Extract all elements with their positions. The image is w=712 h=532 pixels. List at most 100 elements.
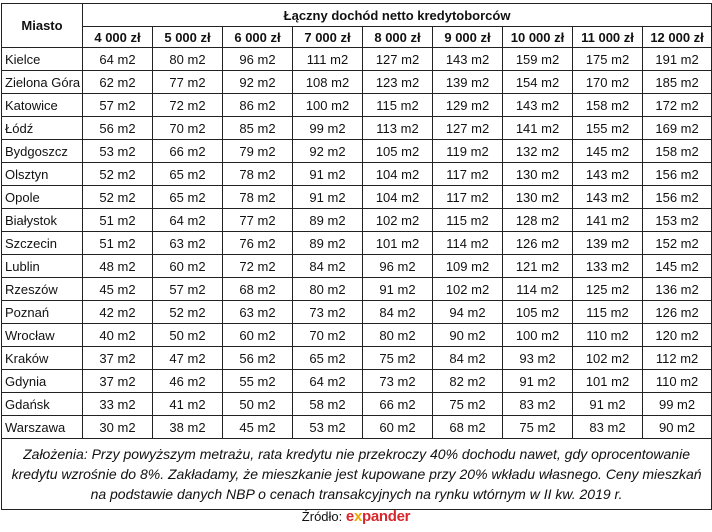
area-cell: 57 m2 [152,277,223,301]
area-cell: 84 m2 [362,300,433,324]
area-cell: 99 m2 [292,116,363,140]
table-row: Lublin 48 m2 60 m2 72 m2 84 m2 96 m2 109 m2 121… [1,254,712,278]
table-row: Olsztyn 52 m2 65 m2 78 m2 91 m2 104 m2 117 m2 1… [1,162,712,186]
city-cell: Poznań [1,300,83,324]
area-cell: 111 m2 [292,47,363,71]
area-cell: 76 m2 [222,231,293,255]
area-cell: 63 m2 [152,231,223,255]
area-cell: 175 m2 [572,47,643,71]
area-cell: 112 m2 [641,346,712,370]
table-row: Poznań 42 m2 52 m2 63 m2 73 m2 84 m2 94 m2 105 … [1,300,712,324]
area-cell: 50 m2 [222,392,293,416]
area-cell: 60 m2 [222,323,293,347]
area-cell: 83 m2 [502,392,573,416]
income-column-header: 7 000 zł [292,26,363,48]
area-cell: 93 m2 [502,346,573,370]
area-cell: 89 m2 [292,231,363,255]
area-cell: 154 m2 [502,70,573,94]
area-cell: 125 m2 [572,277,643,301]
area-cell: 53 m2 [82,139,153,163]
area-cell: 102 m2 [362,208,433,232]
city-cell: Gdynia [1,369,83,393]
area-cell: 110 m2 [572,323,643,347]
area-cell: 80 m2 [362,323,433,347]
area-cell: 68 m2 [222,277,293,301]
income-column-header: 6 000 zł [222,26,293,48]
table-row: Opole 52 m2 65 m2 78 m2 91 m2 104 m2 117 m2 130… [1,185,712,209]
area-cell: 158 m2 [572,93,643,117]
area-cell: 133 m2 [572,254,643,278]
area-cell: 96 m2 [362,254,433,278]
area-cell: 82 m2 [432,369,503,393]
area-cell: 101 m2 [362,231,433,255]
city-cell: Szczecin [1,231,83,255]
area-cell: 91 m2 [502,369,573,393]
area-cell: 136 m2 [641,277,712,301]
area-cell: 51 m2 [82,208,153,232]
area-cell: 33 m2 [82,392,153,416]
area-cell: 126 m2 [641,300,712,324]
area-cell: 123 m2 [362,70,433,94]
area-cell: 52 m2 [82,162,153,186]
area-cell: 104 m2 [362,185,433,209]
income-column-header: 10 000 zł [502,26,573,48]
area-cell: 68 m2 [432,415,503,439]
income-column-header: 11 000 zł [572,26,643,48]
area-cell: 121 m2 [502,254,573,278]
area-cell: 48 m2 [82,254,153,278]
area-cell: 105 m2 [502,300,573,324]
area-cell: 130 m2 [502,185,573,209]
table-row: Wrocław 40 m2 50 m2 60 m2 70 m2 80 m2 90 m2 100… [1,323,712,347]
area-cell: 91 m2 [362,277,433,301]
area-cell: 119 m2 [432,139,503,163]
area-cell: 86 m2 [222,93,293,117]
area-cell: 80 m2 [152,47,223,71]
area-cell: 72 m2 [222,254,293,278]
area-cell: 55 m2 [222,369,293,393]
area-cell: 109 m2 [432,254,503,278]
area-cell: 113 m2 [362,116,433,140]
area-cell: 47 m2 [152,346,223,370]
area-cell: 42 m2 [82,300,153,324]
area-cell: 132 m2 [502,139,573,163]
area-cell: 143 m2 [572,162,643,186]
area-cell: 77 m2 [222,208,293,232]
table-row: Gdynia 37 m2 46 m2 55 m2 64 m2 73 m2 82 m2 91 m… [1,369,712,393]
area-cell: 73 m2 [292,300,363,324]
area-cell: 91 m2 [292,162,363,186]
table-row: Katowice 57 m2 72 m2 86 m2 100 m2 115 m2 129 m… [1,93,712,117]
income-column-header: 4 000 zł [82,26,153,48]
area-cell: 120 m2 [641,323,712,347]
area-cell: 45 m2 [82,277,153,301]
area-cell: 65 m2 [152,185,223,209]
table-row: Rzeszów 45 m2 57 m2 68 m2 80 m2 91 m2 102 m2 11… [1,277,712,301]
city-column-header: Miasto [1,3,83,48]
area-cell: 127 m2 [362,47,433,71]
area-cell: 143 m2 [572,185,643,209]
area-cell: 127 m2 [432,116,503,140]
table-row: Warszawa 30 m2 38 m2 45 m2 53 m2 60 m2 68 m2 75… [1,415,712,439]
area-cell: 101 m2 [572,369,643,393]
area-cell: 89 m2 [292,208,363,232]
source-label: Źródło: [301,509,343,524]
area-cell: 102 m2 [572,346,643,370]
area-cell: 128 m2 [502,208,573,232]
area-cell: 56 m2 [82,116,153,140]
source-line: Źródło: expander [0,508,712,525]
city-cell: Warszawa [1,415,83,439]
assumptions-note: Założenia: Przy powyższym metrażu, rata … [0,438,712,510]
area-cell: 37 m2 [82,369,153,393]
area-cell: 94 m2 [432,300,503,324]
area-cell: 141 m2 [572,208,643,232]
area-cell: 75 m2 [362,346,433,370]
area-cell: 92 m2 [222,70,293,94]
area-cell: 38 m2 [152,415,223,439]
income-column-header: 9 000 zł [432,26,503,48]
area-cell: 99 m2 [641,392,712,416]
area-cell: 90 m2 [641,415,712,439]
area-cell: 91 m2 [572,392,643,416]
area-cell: 84 m2 [432,346,503,370]
area-cell: 130 m2 [502,162,573,186]
area-cell: 52 m2 [82,185,153,209]
area-cell: 64 m2 [292,369,363,393]
